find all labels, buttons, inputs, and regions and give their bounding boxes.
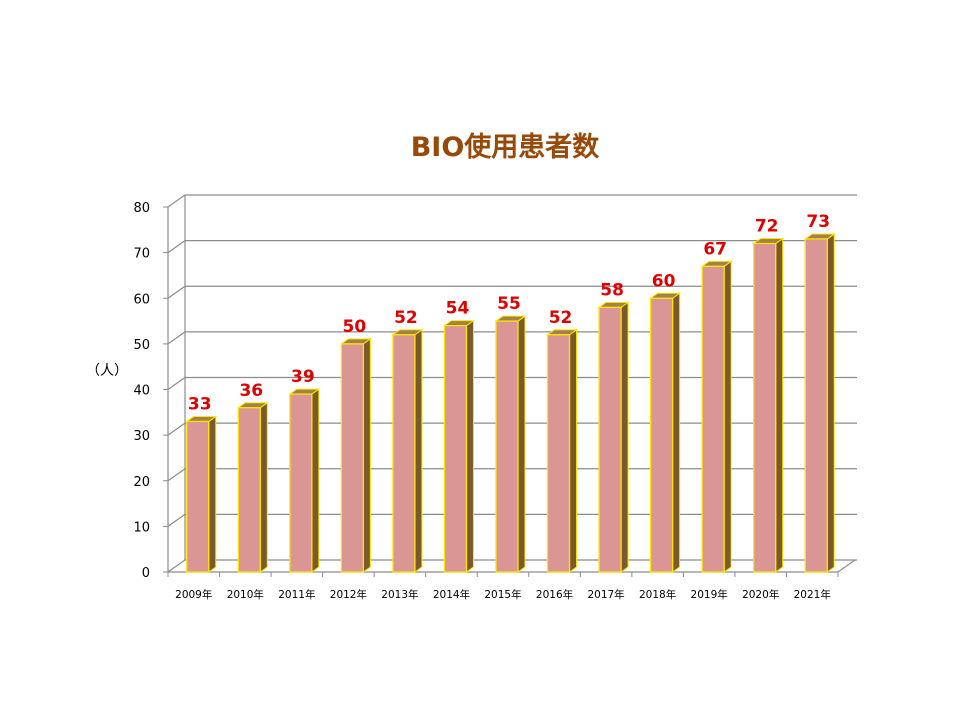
bar-front — [804, 238, 828, 573]
bar-2009年 — [185, 415, 218, 573]
x-tick-label-2010年: 2010年 — [227, 588, 264, 601]
data-label-2010年: 36 — [239, 381, 263, 401]
x-tick-label-2018年: 2018年 — [639, 588, 676, 601]
y-tick-label-50: 50 — [133, 338, 150, 353]
data-label-2012年: 50 — [343, 317, 367, 337]
x-tick-label-2021年: 2021年 — [794, 588, 831, 601]
data-label-2014年: 54 — [446, 299, 470, 319]
bar-front — [598, 306, 622, 573]
x-tick-label-2017年: 2017年 — [587, 588, 624, 601]
bar-side — [723, 260, 732, 573]
gridline-depth-0 — [167, 559, 186, 573]
y-tick-label-80: 80 — [133, 201, 150, 216]
chart-title: BIO使用患者数 — [411, 132, 601, 163]
bar-side — [775, 237, 784, 573]
bar-2015年 — [494, 315, 527, 573]
bar-front — [649, 297, 674, 573]
data-label-2018年: 60 — [652, 271, 676, 291]
bar-front — [186, 420, 210, 573]
bar-front — [495, 320, 519, 573]
bar-side — [517, 315, 526, 573]
x-tick-label-2013年: 2013年 — [381, 588, 418, 601]
bar-side — [414, 328, 423, 573]
bar-side — [569, 328, 578, 573]
bar-front — [289, 393, 313, 573]
bar-2018年 — [649, 292, 682, 573]
data-label-2016年: 52 — [549, 308, 573, 328]
data-label-2009年: 33 — [188, 394, 212, 414]
gridline-depth-20 — [167, 468, 186, 482]
bar-side — [672, 292, 681, 573]
bar-2017年 — [597, 301, 630, 573]
bar-front — [753, 242, 777, 573]
bar-2019年 — [700, 260, 733, 573]
bar-side — [362, 337, 371, 573]
axes: 0 10 20 30 40 50 60 70 80 2009年 2010年 2011年 2012年 201… — [133, 195, 856, 601]
x-tick-label-2019年: 2019年 — [691, 588, 728, 601]
bar-2010年 — [236, 401, 269, 573]
x-tick-label-2011年: 2011年 — [278, 588, 315, 601]
bar-2013年 — [391, 328, 424, 573]
data-label-2021年: 73 — [806, 212, 830, 232]
bar-front — [392, 334, 416, 573]
data-labels: 33 36 39 50 52 54 55 52 58 60 67 72 73 — [188, 212, 830, 415]
y-tick-label-0: 0 — [142, 566, 150, 581]
gridline-depth-10 — [167, 513, 186, 527]
bar-side — [620, 301, 629, 573]
gridline-depth-60 — [167, 285, 186, 299]
bar-2011年 — [288, 388, 321, 573]
bar-2016年 — [545, 328, 579, 573]
data-label-2017年: 58 — [600, 280, 624, 300]
y-tick-label-60: 60 — [133, 292, 150, 307]
x-tick-label-2009年: 2009年 — [175, 588, 212, 601]
data-label-2015年: 55 — [497, 294, 521, 314]
bar-2012年 — [339, 337, 372, 573]
bar-front — [237, 407, 261, 573]
bar-side — [311, 388, 320, 573]
x-tick-label-2016年: 2016年 — [536, 588, 573, 601]
bar-2020年 — [752, 237, 785, 573]
bars — [185, 232, 836, 573]
data-label-2019年: 67 — [703, 239, 727, 259]
gridline-depth-30 — [167, 422, 186, 436]
bar-front — [546, 334, 571, 573]
y-tick-label-20: 20 — [133, 475, 150, 490]
y-tick-label-70: 70 — [133, 247, 150, 262]
data-label-2013年: 52 — [394, 308, 418, 328]
x-tick-label-2014年: 2014年 — [433, 588, 470, 601]
x-tick-label-2015年: 2015年 — [484, 588, 521, 601]
x-tick-label-2020年: 2020年 — [742, 588, 779, 601]
y-tick-label-40: 40 — [133, 384, 150, 399]
gridline-depth-50 — [167, 331, 186, 345]
bar-front — [443, 324, 468, 573]
bar-side — [208, 415, 217, 573]
bar-front — [701, 265, 725, 573]
y-tick-label-10: 10 — [133, 520, 150, 535]
bar-2014年 — [442, 319, 476, 573]
gridline-depth-40 — [167, 377, 186, 390]
y-axis-label: （人） — [86, 363, 128, 379]
y-tick-label-30: 30 — [133, 429, 150, 444]
bar-2021年 — [803, 232, 836, 573]
bar-side — [259, 401, 268, 573]
floor-right-edge — [837, 559, 856, 573]
gridline-depth-70 — [167, 240, 186, 254]
bar-side — [465, 319, 474, 573]
bar-front — [340, 343, 365, 573]
bar-side — [826, 232, 835, 573]
data-label-2020年: 72 — [755, 217, 779, 237]
x-tick-label-2012年: 2012年 — [330, 588, 367, 601]
gridline-depth-80 — [167, 194, 186, 208]
data-label-2011年: 39 — [291, 367, 315, 387]
